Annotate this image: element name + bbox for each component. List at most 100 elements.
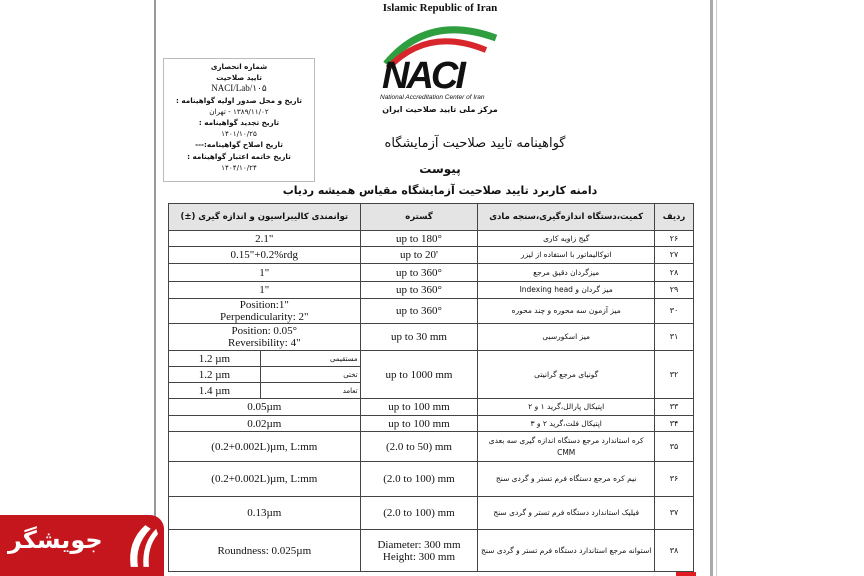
range-value: up to 360° (396, 284, 442, 296)
row-number: ۲۸ (654, 263, 694, 282)
row-number: ۳۲ (654, 350, 694, 399)
header-range: گستره (359, 203, 479, 231)
range-cell: Diameter: 300 mm Height: 300 mm (359, 529, 479, 572)
cmc-cell: (0.2+0.002L)µm, L:mm (168, 461, 361, 497)
row-number: ۳۴ (654, 415, 694, 432)
info-issue-label: تاریخ و محل صدور اولیه گواهینامه : (176, 95, 302, 105)
row-number: ۳۳ (654, 398, 694, 416)
scope-title: دامنه کاربرد تایید صلاحیت آزمایشگاه مقیا… (282, 184, 598, 197)
item-cell: کره استاندارد مرجع دستگاه اندازه گیری سه… (477, 431, 655, 462)
cmc-sub-value: 1.4 µm (168, 382, 261, 399)
item-cell: میز آزمون سه محوره و چند محوره (477, 298, 655, 324)
cmc-value: Roundness: 0.025µm (217, 544, 312, 557)
range-value: up to 180° (396, 232, 442, 245)
cmc-cell: 1" (168, 281, 361, 299)
table-row: 0.13µm (2.0 to 100) mm فیلیک استاندارد دست… (168, 496, 694, 530)
range-value: up to 20' (399, 249, 438, 261)
cmc-cell: Position:1" Perpendicularity: 2" (168, 298, 361, 324)
watermark-text: جویشگر (8, 526, 103, 554)
row-number: ۳۵ (654, 431, 694, 462)
range-value: up to 30 mm (391, 331, 447, 343)
cmc-value: 0.05µm (247, 401, 282, 413)
cmc-value: 1" (259, 284, 270, 296)
logo-subtitle-en: National Accreditation Center of Iran (380, 94, 485, 101)
range-value: up to 100 mm (388, 417, 450, 430)
svg-text:NACI: NACI (382, 55, 467, 92)
table-row: (0.2+0.002L)µm, L:mm (2.0 to 50) mm کره اس… (168, 431, 694, 462)
info-issue-value: ۱۳۸۹/۱۱/۰۲ - تهران (209, 106, 269, 116)
cmc-value: (0.2+0.002L)µm, L:mm (211, 440, 318, 453)
cmc-value: Position:1" (239, 299, 289, 311)
cmc-sub-value: 1.2 µm (168, 350, 261, 367)
table-row: 1.2 µm مستقیمی up to 1000 mm گونیای مرجع گر… (168, 350, 694, 399)
naci-logo: NACI National Accreditation Center of Ir… (378, 18, 502, 104)
certificate-info-box: شماره انحصاری تایید صلاحیت NACI/Lab/۱۰۵ … (163, 58, 315, 182)
item-cell: میز گردان و Indexing head (477, 281, 655, 299)
header-item: کمیت،دستگاه اندازه‌گیری،سنجه مادی (477, 203, 655, 231)
cmc-value: 1" (259, 266, 270, 279)
item-cell: میز اسکورسبی (477, 323, 655, 351)
watermark-badge: جویشگر (0, 515, 164, 576)
row-number: ۲۹ (654, 281, 694, 299)
page-edge-right-inner (716, 0, 717, 576)
row-number: ۳۷ (654, 496, 694, 530)
range-cell: up to 100 mm (359, 415, 479, 432)
watermark-logo-icon (130, 525, 158, 567)
range-value: up to 100 mm (388, 401, 450, 413)
cmc-cell: 0.13µm (168, 496, 361, 530)
row-number: ۲۷ (654, 246, 694, 264)
row-number: ۳۸ (654, 529, 694, 572)
table-row: 2.1" up to 180° گیج زاویه کاری ۲۶ (168, 230, 694, 247)
item-cell: میزگردان دقیق مرجع (477, 263, 655, 282)
info-expiry-value: ۱۴۰۴/۱۰/۲۴ (221, 162, 257, 172)
range-cell: up to 100 mm (359, 398, 479, 416)
cmc-cell: Position: 0.05° Reversibility: 4" (168, 323, 361, 351)
item-cell: فیلیک استاندارد دستگاه فرم تستر و گردی س… (477, 496, 655, 530)
cmc-sub-label: تختی (259, 366, 361, 383)
cmc-sub-label: تعامد (259, 382, 361, 399)
range-cell: up to 20' (359, 246, 479, 264)
range-value: Diameter: 300 mm (377, 538, 461, 551)
row-number: ۳۰ (654, 298, 694, 324)
cmc-value: Position: 0.05° (231, 325, 298, 337)
table-row: 0.15"+0.2%rdg up to 20' اتوکالیماتور با اس… (168, 246, 694, 264)
info-line1: شماره انحصاری (210, 62, 268, 71)
info-expiry-label: تاریخ خاتمه اعتبار گواهینامه : (187, 151, 291, 161)
appendix-title: پیوست (419, 162, 461, 176)
range-cell: (2.0 to 100) mm (359, 496, 479, 530)
info-code: NACI/Lab/۱۰۵ (211, 83, 267, 94)
cmc-sub-value: 1.2 µm (168, 366, 261, 383)
range-value: up to 360° (396, 266, 442, 279)
table-row: 1" up to 360° میزگردان دقیق مرجع ۲۸ (168, 263, 694, 282)
range-value: up to 360° (396, 305, 442, 317)
range-cell: up to 30 mm (359, 323, 479, 351)
logo-subtitle-fa: مرکز ملی تایید صلاحیت ایران (382, 105, 498, 114)
range-cell: up to 180° (359, 230, 479, 247)
certificate-title: گواهینامه تایید صلاحیت آزمایشگاه (384, 136, 566, 151)
cmc-cell: (0.2+0.002L)µm, L:mm (168, 431, 361, 462)
page-edge-right (710, 0, 713, 576)
row-number: ۳۱ (654, 323, 694, 351)
cmc-value: 2.1" (255, 232, 274, 245)
range-cell: (2.0 to 100) mm (359, 461, 479, 497)
table-row: 1" up to 360° میز گردان و Indexing head ۲۹ (168, 281, 694, 299)
table-row: 0.02µm up to 100 mm اپتیکال فلت،گرید ۲ و ۳… (168, 415, 694, 432)
info-renew-label: تاریخ تجدید گواهینامه : (198, 118, 280, 128)
country-name: Islamic Republic of Iran (382, 2, 498, 14)
range-value: (2.0 to 50) mm (385, 440, 452, 453)
cmc-value: (0.2+0.002L)µm, L:mm (211, 473, 318, 485)
info-line2: تایید صلاحیت (216, 73, 262, 83)
table-row: Position:1" Perpendicularity: 2" up to 360… (168, 298, 694, 324)
table-row: Position: 0.05° Reversibility: 4" up to 30… (168, 323, 694, 351)
table-row: (0.2+0.002L)µm, L:mm (2.0 to 100) mm نیم ک… (168, 461, 694, 497)
cmc-value: 0.02µm (247, 417, 282, 430)
cmc-cell: 1" (168, 263, 361, 282)
cmc-value: 0.15"+0.2%rdg (230, 249, 299, 261)
cmc-cell: 0.15"+0.2%rdg (168, 246, 361, 264)
item-cell: اپتیکال فلت،گرید ۲ و ۳ (477, 415, 655, 432)
row-number: ۲۶ (654, 230, 694, 247)
info-amend-label: تاریخ اصلاح گواهینامه:--- (195, 140, 283, 150)
range-value: (2.0 to 100) mm (383, 507, 455, 519)
red-mark (676, 572, 696, 576)
range-cell: up to 360° (359, 281, 479, 299)
